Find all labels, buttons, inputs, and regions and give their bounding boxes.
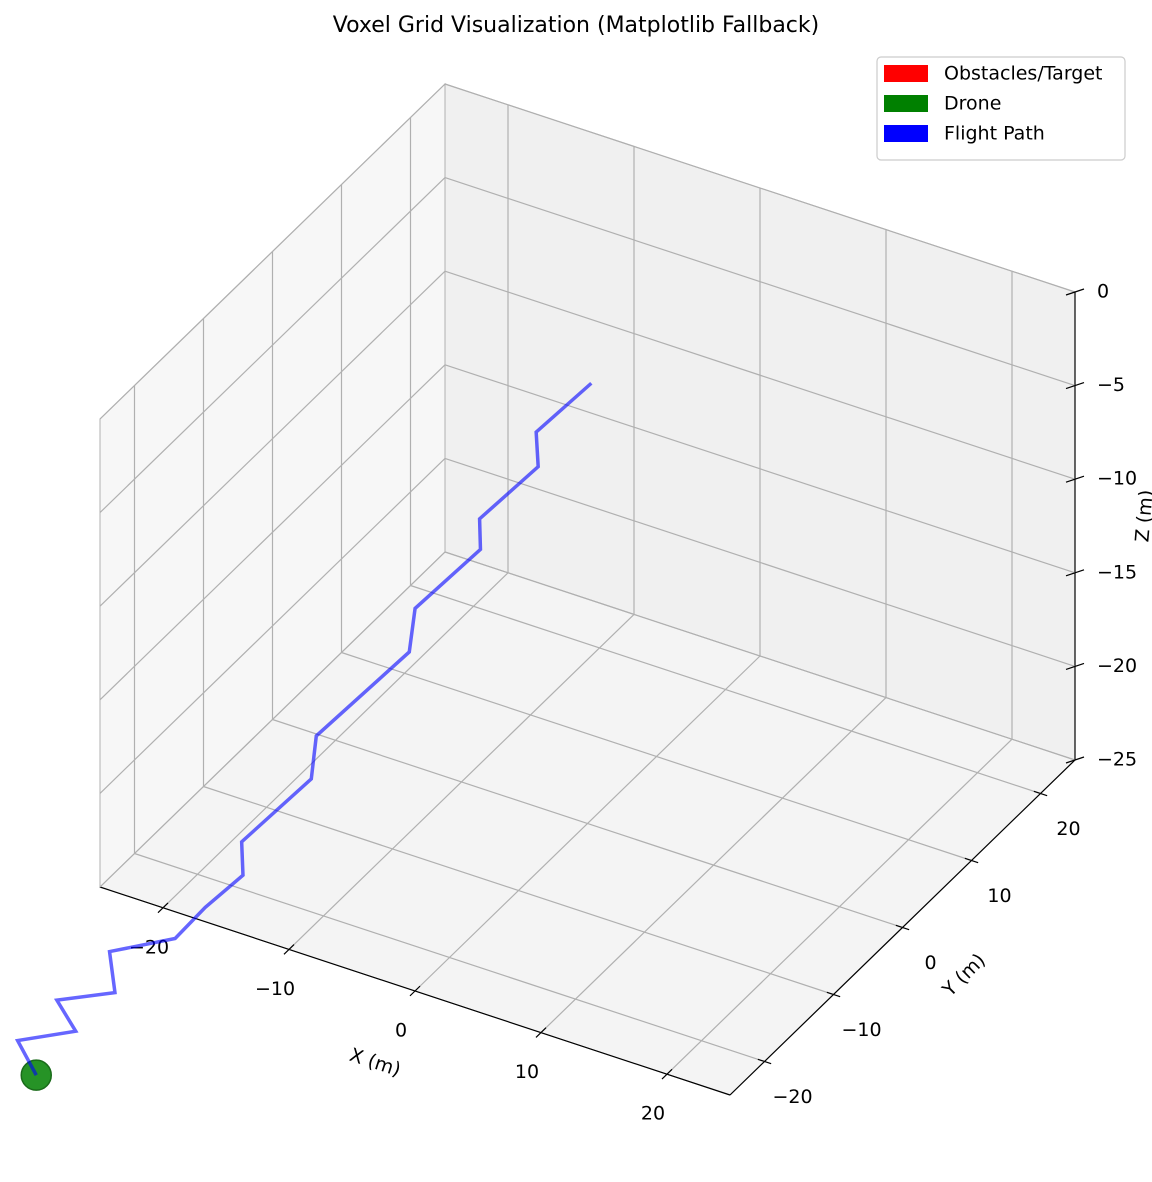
z-tick bbox=[1065, 382, 1085, 390]
y-tick-label: −10 bbox=[841, 1019, 881, 1041]
grid-line bbox=[444, 364, 1076, 574]
z-tick-label: −5 bbox=[1097, 374, 1125, 396]
x-tick-label: −10 bbox=[255, 978, 295, 1000]
z-tick bbox=[1065, 569, 1085, 577]
grid-line bbox=[99, 270, 446, 607]
grid-line bbox=[99, 364, 446, 701]
legend-patch bbox=[884, 65, 928, 82]
grid-line bbox=[410, 584, 1041, 795]
x-tick bbox=[535, 1027, 547, 1038]
x-tick bbox=[661, 1068, 673, 1080]
grid-line bbox=[444, 457, 1076, 667]
x-tick-label: 20 bbox=[641, 1103, 665, 1125]
grid-line bbox=[341, 651, 972, 862]
y-tick bbox=[964, 857, 979, 864]
y-tick bbox=[757, 1058, 772, 1065]
grid-line bbox=[444, 83, 1076, 293]
z-tick bbox=[1065, 288, 1085, 296]
flight-path bbox=[14, 381, 593, 1076]
y-tick bbox=[895, 924, 910, 931]
grid-line bbox=[203, 785, 834, 996]
x-tick bbox=[283, 944, 295, 955]
z-tick-label: −25 bbox=[1097, 749, 1137, 771]
grid-line bbox=[444, 551, 1076, 761]
grid-line bbox=[272, 718, 903, 929]
y-tick-label: 20 bbox=[1056, 818, 1080, 840]
x-tick bbox=[409, 985, 421, 997]
z-axis-label: Z (m) bbox=[1131, 489, 1152, 543]
z-tick-label: −10 bbox=[1097, 468, 1137, 490]
z-tick-label: −15 bbox=[1097, 561, 1137, 583]
grid-line bbox=[444, 270, 1076, 480]
legend-patch bbox=[884, 95, 928, 112]
y-tick bbox=[1033, 790, 1048, 797]
grid-line bbox=[99, 457, 446, 794]
y-tick-label: 0 bbox=[924, 952, 936, 974]
z-tick-label: 0 bbox=[1097, 281, 1109, 303]
grid-line bbox=[444, 177, 1076, 387]
z-tick bbox=[1065, 756, 1085, 764]
legend-box bbox=[876, 56, 1126, 161]
x-tick-label: 10 bbox=[515, 1061, 539, 1083]
z-tick bbox=[1065, 475, 1085, 483]
x-axis-label: X (m) bbox=[347, 1044, 404, 1081]
y-tick-label: 10 bbox=[987, 885, 1011, 907]
grid-line bbox=[99, 83, 446, 420]
legend-label: Obstacles/Target bbox=[944, 63, 1103, 85]
z-tick-label: −20 bbox=[1097, 655, 1137, 677]
legend-label: Drone bbox=[944, 93, 1001, 115]
legend-patch bbox=[884, 125, 928, 142]
y-tick-label: −20 bbox=[772, 1086, 812, 1108]
y-axis-label: Y (m) bbox=[938, 949, 990, 1001]
x-tick-label: 0 bbox=[395, 1020, 407, 1042]
y-tick bbox=[826, 991, 841, 998]
grid-line bbox=[134, 852, 765, 1063]
z-tick bbox=[1065, 662, 1085, 670]
grid-line bbox=[99, 551, 446, 888]
grid-line bbox=[99, 177, 446, 514]
legend-label: Flight Path bbox=[944, 123, 1045, 145]
x-tick bbox=[157, 902, 169, 914]
chart-title: Voxel Grid Visualization (Matplotlib Fal… bbox=[333, 13, 819, 38]
